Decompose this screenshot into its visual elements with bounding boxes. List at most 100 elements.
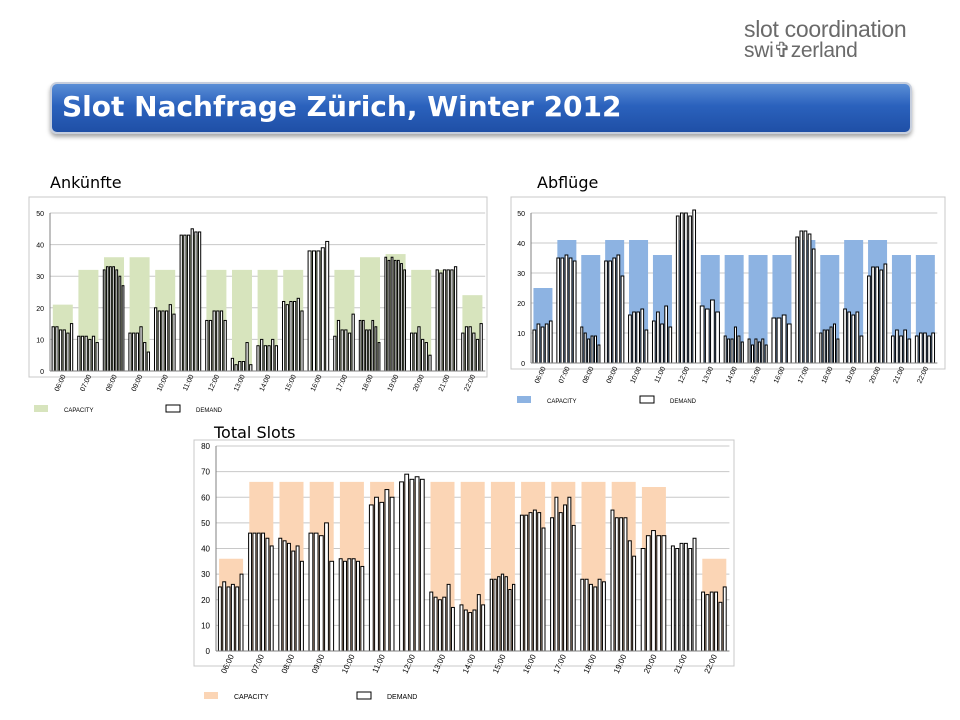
- dep-demand-bar: [819, 332, 823, 364]
- arr-demand-bar: [446, 269, 450, 372]
- arr-demand-bar: [384, 256, 388, 372]
- tot-demand-bar: [226, 586, 231, 652]
- tot-demand-bar: [588, 583, 593, 652]
- arr-demand-bar: [51, 326, 55, 372]
- tot-demand-bar: [384, 489, 390, 652]
- tot-demand-bar: [329, 560, 335, 652]
- tot-demand-bar: [347, 558, 352, 652]
- dep-demand-bar: [883, 263, 888, 364]
- dep-legend-capacity-swatch: [517, 396, 531, 403]
- arr-demand-bar: [403, 269, 407, 372]
- arrivals-chart-title: Ankünfte: [50, 173, 122, 192]
- dep-demand-bar: [668, 326, 673, 364]
- total-chart-title: Total Slots: [214, 423, 296, 442]
- dep-demand-bar: [675, 215, 680, 364]
- tot-demand-bar: [524, 514, 529, 652]
- arr-demand-bar: [102, 269, 106, 372]
- tot-demand-bar: [324, 522, 329, 652]
- dep-demand-bar: [560, 257, 565, 364]
- arr-demand-bar: [238, 361, 242, 372]
- arr-demand-bar: [289, 300, 293, 372]
- tot-y-tick-label: 0: [206, 647, 211, 656]
- tot-demand-bar: [714, 591, 719, 652]
- tot-demand-bar: [360, 565, 365, 652]
- tot-demand-bar: [429, 591, 434, 652]
- dep-y-tick-label: 50: [517, 211, 525, 218]
- arr-demand-bar: [400, 263, 403, 372]
- arr-demand-bar: [153, 307, 158, 372]
- arr-demand-bar: [234, 364, 238, 372]
- dep-demand-bar: [903, 329, 908, 364]
- arr-demand-bar: [311, 250, 316, 372]
- dep-demand-bar: [799, 230, 804, 364]
- arr-y-tick-label: 30: [36, 274, 44, 281]
- tot-demand-bar: [610, 509, 615, 652]
- dep-demand-bar: [632, 311, 636, 364]
- dep-demand-bar: [644, 329, 649, 364]
- dep-demand-bar: [851, 314, 856, 364]
- arr-demand-bar: [135, 332, 140, 372]
- tot-demand-bar: [248, 532, 253, 652]
- arr-demand-bar: [442, 269, 447, 372]
- dep-demand-bar: [822, 329, 826, 364]
- dep-demand-bar: [757, 341, 761, 364]
- dep-y-tick-label: 40: [517, 241, 525, 248]
- arr-demand-bar: [230, 357, 235, 372]
- arr-y-tick-label: 50: [36, 211, 44, 218]
- dep-demand-bar: [811, 248, 816, 364]
- tot-demand-bar: [278, 537, 283, 652]
- arr-demand-bar: [146, 351, 151, 372]
- tot-demand-bar: [675, 548, 680, 652]
- dep-demand-bar: [829, 326, 833, 364]
- tot-demand-bar: [558, 512, 563, 652]
- arr-demand-bar: [80, 335, 85, 372]
- arr-demand-bar: [121, 285, 125, 372]
- arr-demand-bar: [212, 310, 216, 372]
- arr-demand-bar: [84, 335, 88, 372]
- arr-demand-bar: [472, 332, 476, 372]
- tot-demand-bar: [601, 581, 606, 652]
- tot-demand-bar: [313, 532, 319, 652]
- tot-demand-bar: [437, 599, 442, 652]
- arr-demand-bar: [197, 231, 202, 372]
- arr-demand-bar: [186, 234, 191, 372]
- arr-demand-bar: [475, 338, 480, 372]
- tot-demand-bar: [291, 550, 296, 652]
- arr-y-tick-label: 10: [36, 337, 44, 344]
- dep-demand-bar: [781, 314, 787, 364]
- arr-demand-bar: [77, 335, 81, 372]
- dep-demand-bar: [640, 308, 645, 364]
- arr-demand-bar: [320, 247, 325, 372]
- dep-demand-bar: [688, 215, 692, 364]
- arr-demand-bar: [267, 345, 271, 372]
- dep-demand-bar: [764, 344, 768, 364]
- arr-demand-bar: [157, 310, 161, 372]
- tot-demand-bar: [705, 594, 710, 652]
- dep-demand-bar: [836, 338, 840, 364]
- arr-demand-bar: [368, 329, 371, 372]
- arr-demand-bar: [58, 329, 63, 372]
- tot-demand-bar: [497, 576, 501, 652]
- arr-y-tick-label: 40: [36, 243, 44, 250]
- dep-legend-demand-label: DEMAND: [670, 399, 697, 405]
- arr-demand-bar: [439, 272, 443, 372]
- dep-demand-bar: [664, 305, 669, 364]
- tot-demand-bar: [472, 609, 477, 652]
- tot-y-tick-label: 50: [201, 519, 210, 528]
- arr-demand-bar: [172, 313, 176, 372]
- dep-y-tick-label: 10: [517, 331, 525, 338]
- tot-demand-bar: [265, 537, 270, 652]
- tot-demand-bar: [500, 573, 505, 652]
- tot-demand-bar: [286, 542, 291, 652]
- arr-demand-bar: [377, 342, 381, 372]
- arr-demand-bar: [325, 240, 330, 372]
- logo-line-1: slot coordination: [744, 16, 907, 42]
- tot-demand-bar: [463, 609, 468, 652]
- arr-demand-bar: [358, 319, 362, 372]
- dep-demand-bar: [536, 323, 541, 364]
- tot-legend-demand-label: DEMAND: [387, 694, 417, 701]
- tot-demand-bar: [468, 612, 473, 652]
- arr-demand-bar: [281, 300, 286, 372]
- dep-demand-bar: [608, 260, 612, 364]
